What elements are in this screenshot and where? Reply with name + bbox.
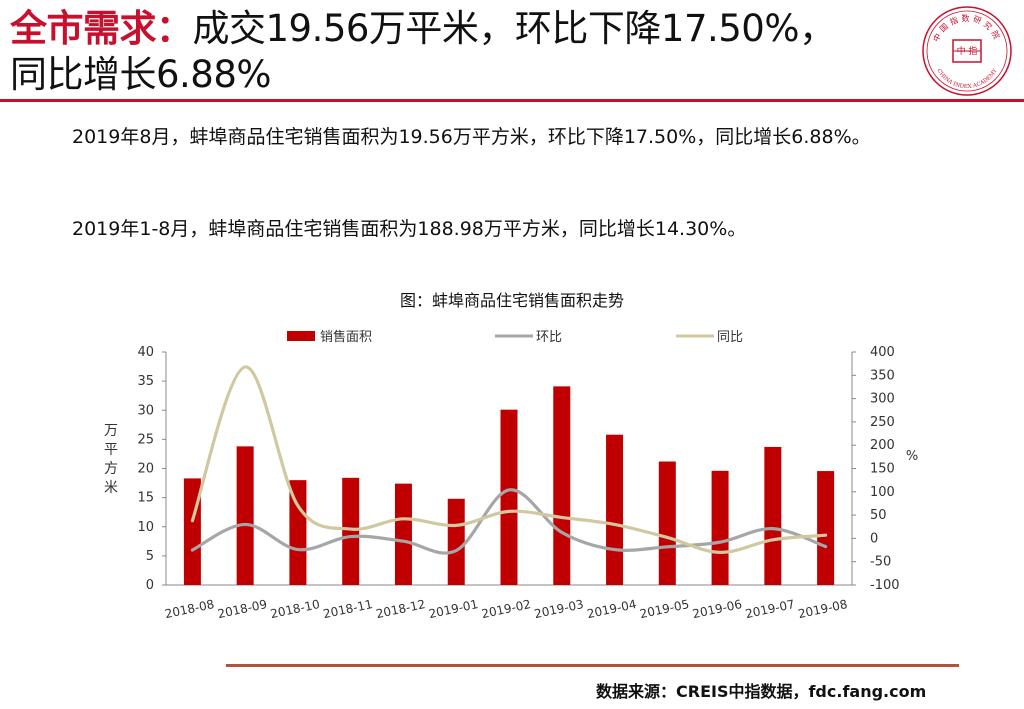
x-tick-label: 2019-07	[744, 597, 796, 621]
line-series-2	[190, 365, 828, 554]
y-tick-label-left: 30	[137, 403, 154, 418]
title-line2: 同比增长6.88%	[10, 53, 272, 96]
svg-text:CHINA INDEX ACADEMY: CHINA INDEX ACADEMY	[935, 68, 998, 90]
y-tick-label-right: 250	[870, 415, 895, 430]
bar-2018-09	[236, 446, 254, 585]
paragraph-2: 2019年1-8月，蚌埠商品住宅销售面积为188.98万平方米，同比增长14.3…	[72, 218, 747, 240]
x-tick-label: 2018-09	[216, 597, 268, 621]
logo-center-text: 中 指	[957, 45, 978, 57]
bar-2019-04	[606, 434, 624, 585]
y-tick-label-left: 0	[146, 578, 154, 593]
y-tick-label-left: 10	[137, 520, 154, 535]
data-source: 数据来源：CREIS中指数据，fdc.fang.com	[596, 682, 927, 701]
y-tick-label-right: 50	[870, 508, 887, 523]
y-tick-label-left: 40	[137, 345, 154, 360]
x-tick-label: 2019-03	[533, 597, 585, 621]
y-tick-label-right: 100	[870, 485, 895, 500]
paragraph-1: 2019年8月，蚌埠商品住宅销售面积为19.56万平方米，环比下降17.50%，…	[72, 126, 871, 148]
y-tick-label-right: 400	[870, 345, 895, 360]
title-line1: 成交19.56万平米，环比下降17.50%，	[192, 7, 837, 50]
footer-divider	[226, 664, 959, 667]
svg-text:中国指数研究院: 中国指数研究院	[931, 13, 1004, 43]
y-axis-label-char: 万	[104, 423, 118, 439]
y-tick-label-left: 5	[146, 549, 154, 564]
header-divider	[0, 99, 1024, 102]
bar-2019-05	[658, 461, 676, 585]
bar-2018-11	[342, 477, 360, 585]
page-title: 全市需求：成交19.56万平米，环比下降17.50%， 同比增长6.88%	[10, 6, 910, 98]
bar-2019-07	[764, 446, 782, 585]
bar-2019-02	[500, 409, 518, 585]
y-tick-label-right: 150	[870, 462, 895, 477]
bar-2019-08	[817, 471, 835, 585]
y2-axis-label: %	[906, 449, 918, 464]
x-tick-label: 2019-05	[638, 597, 690, 621]
x-tick-label: 2018-10	[269, 597, 321, 621]
y-tick-label-right: -50	[870, 555, 891, 570]
legend-label-0: 销售面积	[320, 329, 372, 345]
x-tick-label: 2019-08	[797, 597, 849, 621]
x-tick-label: 2019-04	[586, 597, 638, 621]
legend-label-2: 同比	[717, 330, 743, 345]
chart-title: 图：蚌埠商品住宅销售面积走势	[400, 291, 624, 310]
y-tick-label-right: -100	[870, 578, 900, 593]
logo-english: CHINA INDEX ACADEMY	[935, 68, 998, 90]
y-tick-label-left: 20	[137, 462, 154, 477]
x-tick-label: 2018-12	[375, 597, 427, 621]
bar-2019-01	[447, 498, 465, 585]
bar-2019-06	[711, 470, 729, 585]
y-tick-label-right: 350	[870, 368, 895, 383]
y-tick-label-left: 25	[137, 432, 154, 447]
x-tick-label: 2018-08	[164, 597, 216, 621]
legend-label-1: 环比	[536, 330, 562, 345]
china-index-academy-seal-icon: 中国指数研究院 CHINA INDEX ACADEMY 中 指	[920, 4, 1014, 98]
bar-2018-10	[289, 480, 307, 585]
legend-swatch-0	[287, 331, 315, 341]
logo-arc-text: 中国指数研究院	[931, 13, 1001, 43]
x-tick-label: 2019-06	[691, 597, 743, 621]
y-tick-label-left: 15	[137, 491, 154, 506]
y-axis-label-char: 平	[104, 442, 118, 458]
y-tick-label-left: 35	[137, 374, 154, 389]
y-tick-label-right: 200	[870, 438, 895, 453]
title-highlight: 全市需求：	[10, 7, 193, 50]
y-tick-label-right: 300	[870, 392, 895, 407]
y-tick-label-right: 0	[870, 531, 878, 546]
bar-2018-12	[394, 483, 412, 585]
y-axis-label-char: 米	[104, 480, 118, 496]
x-tick-label: 2018-11	[322, 597, 374, 621]
x-tick-label: 2019-01	[427, 597, 479, 621]
bar-2019-03	[553, 386, 571, 585]
x-tick-label: 2019-02	[480, 597, 532, 621]
y-axis-label-char: 方	[104, 461, 118, 477]
